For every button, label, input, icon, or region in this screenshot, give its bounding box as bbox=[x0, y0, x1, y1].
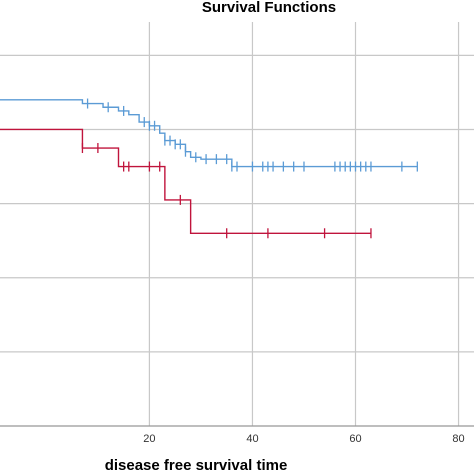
survival-curve-group-1 bbox=[0, 128, 372, 239]
chart-title: Survival Functions bbox=[202, 0, 336, 16]
plot-area bbox=[0, 22, 474, 426]
survival-curve-line bbox=[0, 99, 418, 168]
x-tick-label: 60 bbox=[349, 433, 361, 445]
survival-curve-group-0 bbox=[0, 98, 418, 172]
x-tick-labels: 20 40 60 80 bbox=[143, 433, 464, 445]
survival-curve-line bbox=[0, 128, 371, 234]
x-tick-label: 20 bbox=[143, 433, 155, 445]
x-tick-label: 40 bbox=[246, 433, 258, 445]
series-layer bbox=[0, 98, 418, 239]
x-tick-label: 80 bbox=[452, 433, 464, 445]
x-axis-label: disease free survival time bbox=[105, 457, 288, 474]
